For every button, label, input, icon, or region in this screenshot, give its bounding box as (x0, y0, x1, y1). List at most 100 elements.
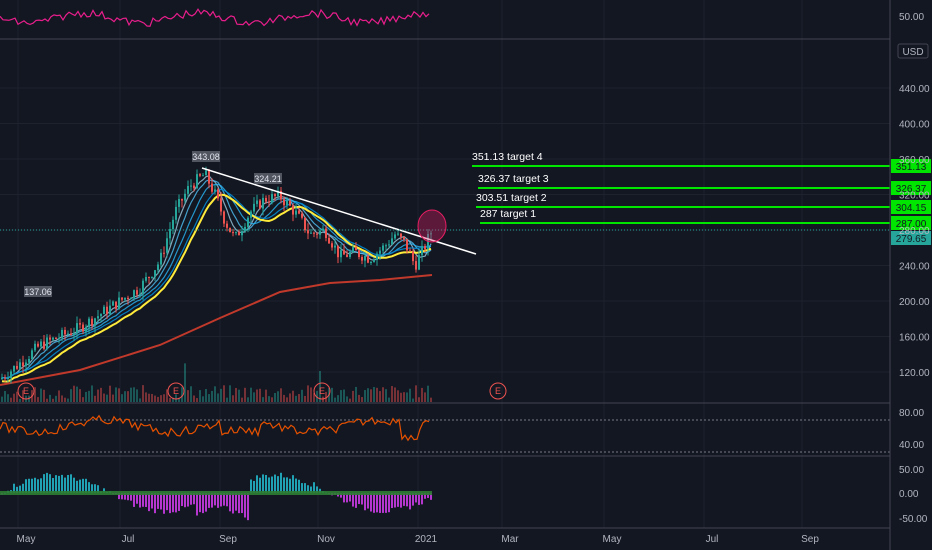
macd-histogram-bar (403, 493, 405, 506)
macd-histogram-bar (400, 493, 402, 508)
price-axis: 440.00 400.00 360.00 320.00 280.00 240.00 200.… (899, 12, 930, 525)
macd-histogram-bar (256, 475, 258, 493)
volume-bar (100, 387, 102, 402)
macd-histogram-bar (277, 476, 279, 493)
volume-bar (22, 390, 24, 402)
moving-averages (0, 175, 433, 386)
volume-bar (298, 394, 300, 402)
macd-histogram-bar (310, 486, 312, 493)
candle-body (367, 255, 369, 263)
candle-body (109, 305, 111, 314)
target-price-badge-label: 304.15 (896, 203, 927, 214)
volume-bar (85, 391, 87, 402)
volume-bar (127, 391, 129, 402)
macd-histogram-bar (31, 478, 33, 493)
candle-body (28, 358, 30, 363)
macd-histogram-bar (67, 474, 69, 493)
macd-histogram-bar (241, 493, 243, 514)
rsi-line (0, 414, 430, 442)
volume-bar (340, 390, 342, 402)
top-indicator-tick-label: 50.00 (899, 12, 924, 23)
volume-bar (358, 394, 360, 402)
macd-histogram-bar (265, 475, 267, 493)
peak-label-box (192, 151, 220, 162)
volume-bar (280, 388, 282, 402)
macd-histogram-bar (25, 479, 27, 493)
macd-histogram-bar (355, 493, 357, 508)
candle-body (211, 183, 213, 192)
candle-body (181, 199, 183, 201)
peak-label: 343.08 (192, 152, 220, 162)
volume-bar (19, 398, 21, 402)
macd-histogram-bar (163, 493, 165, 514)
macd-histogram-bar (412, 493, 414, 506)
candle-body (286, 200, 288, 206)
target-label: 303.51 target 2 (476, 192, 547, 204)
macd-histogram-bar (295, 478, 297, 493)
candle-body (118, 297, 120, 309)
macd-histogram-bar (157, 493, 159, 509)
candle-body (7, 377, 9, 379)
macd-histogram-bar (364, 493, 366, 511)
candle-body (289, 200, 291, 206)
candle-body (379, 250, 381, 254)
macd-histogram-bar (352, 493, 354, 507)
macd-histogram-bar (424, 493, 426, 499)
candle-body (394, 234, 396, 239)
candle-body (34, 343, 36, 351)
volume-bar (385, 389, 387, 402)
macd-histogram-bar (142, 493, 144, 507)
candle-body (364, 255, 366, 261)
volume-bar (169, 398, 171, 402)
candle-body (265, 197, 267, 202)
candle-body (424, 246, 426, 250)
volume-bar (175, 394, 177, 402)
candle-body (130, 298, 132, 300)
macd-histogram-bar (139, 493, 141, 508)
macd-histogram-bar (283, 477, 285, 493)
macd-histogram-bar (64, 477, 66, 493)
earnings-marker-circle (489, 382, 507, 400)
macd-histogram-bar (172, 493, 174, 513)
candle-body (106, 306, 108, 314)
target-price-badge-label: 326.37 (896, 184, 927, 195)
candle-body (334, 245, 336, 248)
macd-histogram-bar (202, 493, 204, 514)
volume-bar (157, 396, 159, 402)
peak-label-box (24, 286, 52, 297)
macd-histogram-bar (340, 493, 342, 498)
volume-bar (67, 398, 69, 402)
macd-histogram-bar (418, 493, 420, 505)
volume-bar (217, 393, 219, 402)
macd-histogram-bar (298, 479, 300, 493)
volume-bar (76, 386, 78, 402)
macd-histogram-bar (280, 472, 282, 493)
volume-bar (130, 387, 132, 402)
candlesticks (1, 166, 432, 384)
earnings-marker-label: E (495, 386, 501, 396)
candle-body (202, 175, 204, 177)
macd-tick-label: -50.00 (899, 514, 928, 525)
candle-body (337, 245, 339, 258)
volume-bar (103, 393, 105, 402)
candle-body (148, 277, 150, 279)
macd-histogram-bar (205, 493, 207, 512)
price-tick-label: 360.00 (899, 155, 930, 166)
earnings-marker-label: E (173, 386, 179, 396)
volume-bar (4, 390, 6, 402)
candle-body (358, 250, 360, 258)
macd-histogram-bar (82, 478, 84, 493)
macd-histogram-bar (259, 477, 261, 493)
price-tick-label: 280.00 (899, 226, 930, 237)
volume-bar (40, 388, 42, 402)
time-tick-label: May (17, 534, 36, 545)
volume-bar (133, 387, 135, 402)
peak-label-box (254, 173, 282, 184)
volume-bar (361, 397, 363, 402)
candle-body (349, 252, 351, 257)
volume-bar (208, 394, 210, 402)
candle-body (76, 323, 78, 334)
currency-label: USD (902, 47, 923, 58)
